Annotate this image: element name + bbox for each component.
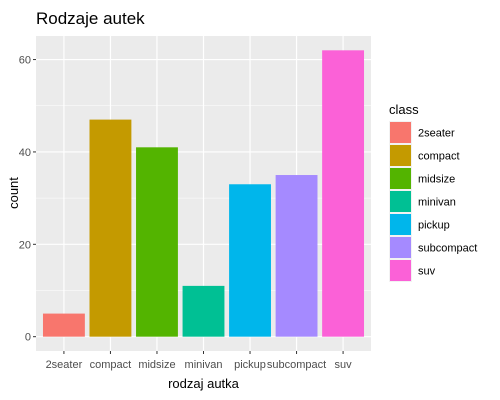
- legend-label: compact: [418, 151, 460, 163]
- legend-label: midsize: [418, 174, 455, 186]
- x-tick-label: minivan: [185, 359, 223, 371]
- bar-minivan: [182, 285, 225, 337]
- legend-label: suv: [418, 266, 436, 278]
- y-tick-label: 0: [25, 332, 31, 344]
- x-tick-label: pickup: [234, 359, 266, 371]
- legend-swatch-pickup: [390, 214, 411, 235]
- x-tick-label: subcompact: [267, 359, 326, 371]
- x-tick-label: suv: [335, 359, 353, 371]
- y-tick-label: 60: [19, 55, 31, 67]
- legend-label: 2seater: [418, 128, 455, 140]
- y-axis-title: count: [6, 177, 21, 209]
- bar-pickup: [229, 184, 271, 337]
- legend-swatch-suv: [390, 260, 411, 281]
- y-tick-label: 40: [19, 147, 31, 159]
- x-tick-label: midsize: [138, 359, 175, 371]
- bar-subcompact: [275, 175, 318, 337]
- bar-2seater: [42, 313, 85, 337]
- bars: [42, 50, 365, 337]
- legend: 2seater compact midsize minivan pickup subcom…: [389, 121, 477, 282]
- bar-suv: [322, 50, 365, 337]
- bar-compact: [89, 119, 132, 337]
- legend-swatch-compact: [390, 145, 411, 166]
- legend-label: pickup: [418, 220, 450, 232]
- chart-title: Rodzaje autek: [36, 9, 145, 28]
- legend-swatch-2seater: [390, 122, 411, 143]
- x-tick-label: compact: [90, 359, 132, 371]
- legend-label: subcompact: [418, 243, 477, 255]
- legend-title: class: [389, 102, 419, 117]
- legend-swatch-minivan: [390, 191, 411, 212]
- x-tick-label: 2seater: [46, 359, 83, 371]
- legend-swatch-midsize: [390, 168, 411, 189]
- x-axis-title: rodzaj autka: [168, 376, 240, 391]
- y-axis-ticks: 0 20 40 60: [19, 55, 36, 344]
- x-axis-ticks: 2seater compact midsize minivan pickup subcom…: [46, 351, 353, 371]
- legend-label: minivan: [418, 197, 456, 209]
- legend-swatch-subcompact: [390, 237, 411, 258]
- bar-midsize: [136, 147, 178, 337]
- y-tick-label: 20: [19, 239, 31, 251]
